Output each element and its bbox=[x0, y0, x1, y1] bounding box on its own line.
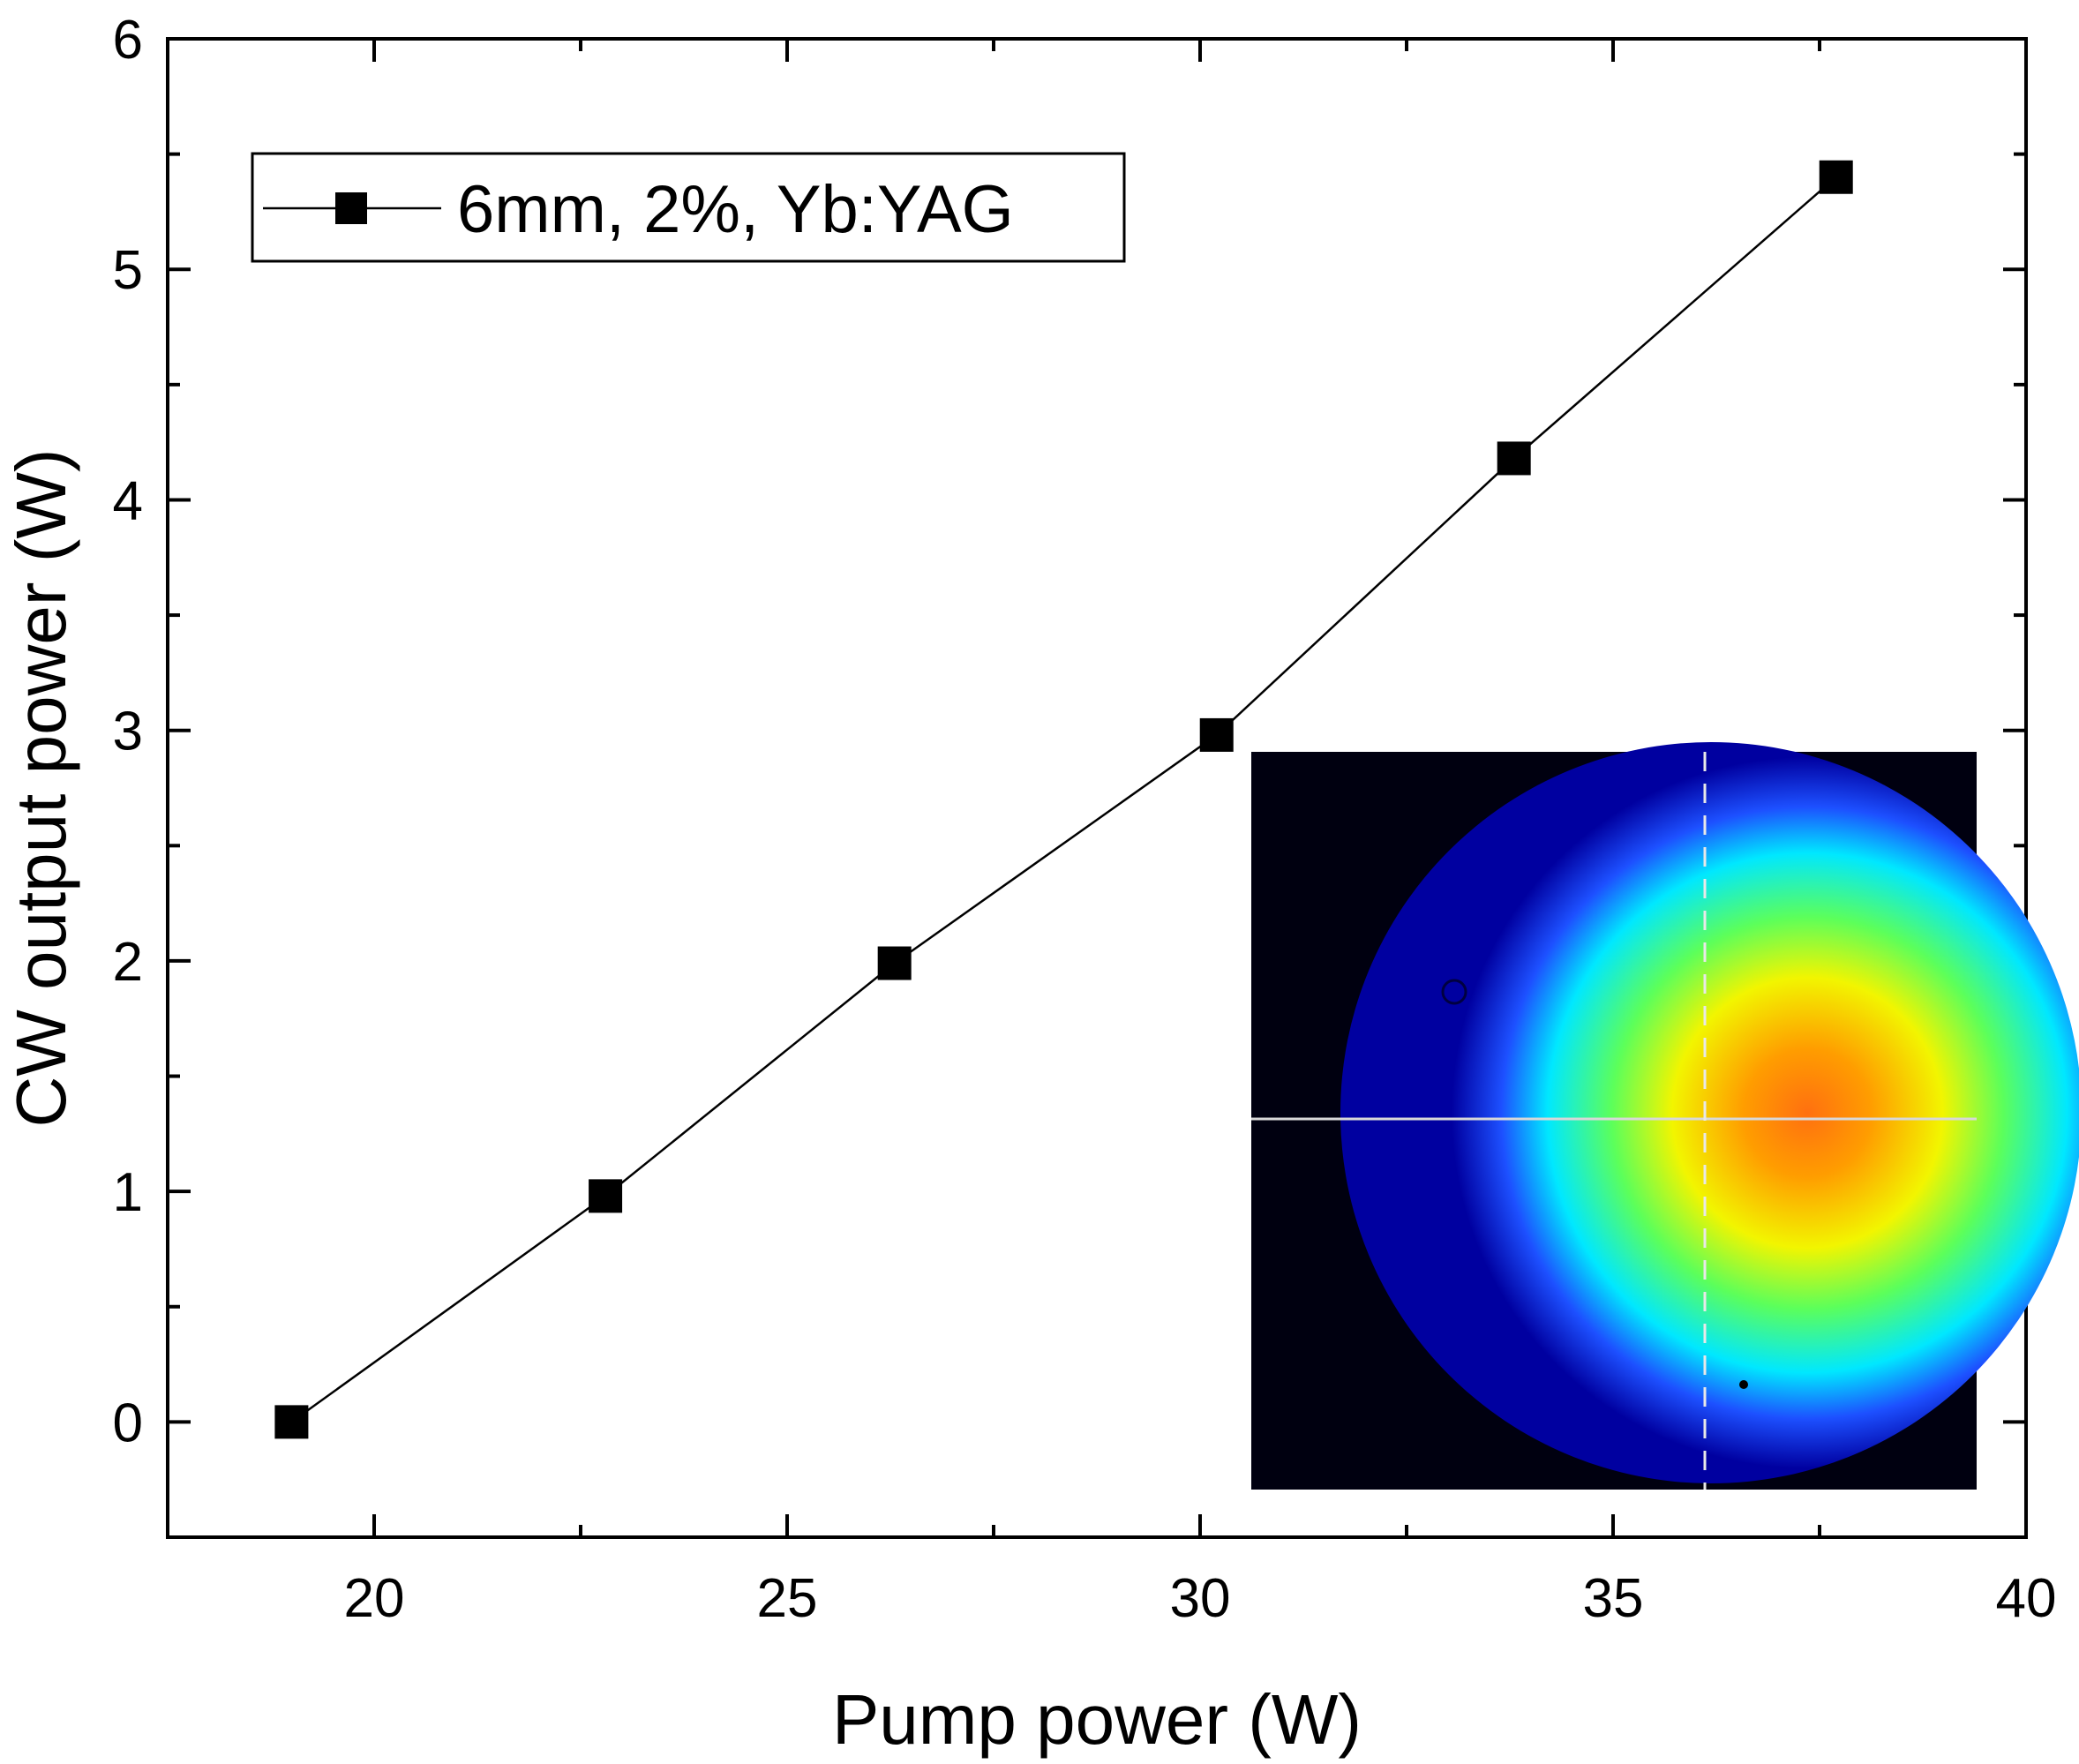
legend: 6mm, 2%, Yb:YAG bbox=[251, 152, 1126, 263]
legend-marker-square bbox=[335, 192, 367, 224]
plot-frame bbox=[166, 37, 2028, 1539]
data-point bbox=[877, 946, 912, 980]
y-tick-label: 1 bbox=[113, 1162, 143, 1223]
legend-label: 6mm, 2%, Yb:YAG bbox=[457, 172, 1014, 247]
y-tick-label: 2 bbox=[113, 932, 143, 993]
y-tick-label: 3 bbox=[113, 702, 143, 762]
data-point bbox=[1199, 717, 1234, 752]
y-tick-label: 4 bbox=[113, 470, 143, 531]
beam-profile-inset bbox=[1251, 742, 2079, 1490]
x-axis-title: Pump power (W) bbox=[832, 1680, 1362, 1759]
data-point bbox=[1819, 160, 1853, 194]
y-tick-label: 0 bbox=[113, 1392, 143, 1453]
plot-area bbox=[166, 37, 2028, 1539]
y-axis-title: CW output power (W) bbox=[2, 448, 80, 1127]
data-point bbox=[1497, 441, 1531, 476]
x-tick-label: 25 bbox=[757, 1568, 818, 1629]
y-tick-label: 5 bbox=[113, 240, 143, 301]
series-line bbox=[290, 176, 1837, 1423]
inset-dust-ring bbox=[1441, 979, 1467, 1005]
data-point bbox=[274, 1405, 309, 1439]
inset-dust-dot bbox=[1739, 1380, 1748, 1389]
x-tick-labels: 20 25 30 35 40 bbox=[344, 1568, 2057, 1629]
series-layer bbox=[274, 160, 1853, 1439]
x-tick-label: 35 bbox=[1583, 1568, 1644, 1629]
x-tick-label: 40 bbox=[1996, 1568, 2057, 1629]
x-tick-label: 20 bbox=[344, 1568, 405, 1629]
x-tick-label: 30 bbox=[1170, 1568, 1231, 1629]
y-tick-label: 6 bbox=[113, 10, 143, 71]
y-tick-labels: 0 1 2 3 4 5 6 bbox=[113, 10, 143, 1453]
major-ticks bbox=[168, 37, 2028, 1537]
data-point bbox=[589, 1179, 623, 1213]
beam-spot bbox=[1340, 742, 2079, 1483]
